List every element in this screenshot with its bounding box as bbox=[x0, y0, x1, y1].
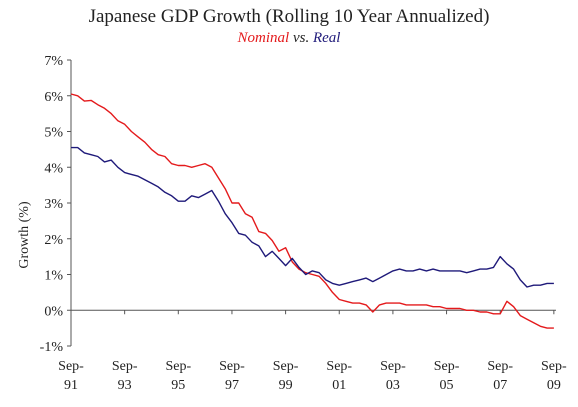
subtitle-vs: vs. bbox=[292, 30, 310, 46]
series-line-nominal bbox=[70, 93, 554, 329]
y-tick-label: 5% bbox=[44, 126, 63, 141]
y-tick-label: 6% bbox=[44, 90, 63, 105]
y-tick-label: 0% bbox=[44, 304, 63, 319]
x-tick-label: Sep-09 bbox=[541, 359, 567, 393]
y-axis: -1% 0% 1% 2% 3% 4% 5% 6% 7% bbox=[40, 54, 72, 355]
x-tick-label: Sep-05 bbox=[434, 359, 460, 393]
subtitle-nominal: Nominal bbox=[237, 30, 290, 46]
chart-title: Japanese GDP Growth (Rolling 10 Year Ann… bbox=[88, 6, 490, 27]
x-tick-label: Sep-93 bbox=[112, 359, 138, 393]
y-tick-label: 3% bbox=[44, 197, 63, 212]
y-tick-label: 4% bbox=[44, 161, 63, 176]
y-axis-title: Growth (%) bbox=[17, 201, 32, 269]
series-line-real bbox=[71, 146, 554, 288]
x-tick-label: Sep-01 bbox=[326, 359, 352, 393]
x-tick-label: Sep-95 bbox=[165, 359, 191, 393]
y-tick-label: 7% bbox=[44, 54, 63, 69]
y-tick-label: -1% bbox=[40, 340, 64, 355]
y-tick-label: 1% bbox=[44, 269, 63, 284]
series-layer bbox=[70, 93, 554, 329]
x-axis: Sep-91 Sep-93 Sep-95 Sep-97 Sep-99 Sep-01 Sep-… bbox=[58, 309, 567, 393]
x-tick-label: Sep-97 bbox=[219, 359, 245, 393]
x-tick-label: Sep-99 bbox=[273, 359, 299, 393]
x-tick-label: Sep-03 bbox=[380, 359, 406, 393]
x-tick-label: Sep-91 bbox=[58, 359, 84, 393]
subtitle-real: Real bbox=[312, 30, 341, 46]
y-tick-label: 2% bbox=[44, 233, 63, 248]
x-tick-label: Sep-07 bbox=[487, 359, 513, 393]
chart-subtitle: Nominal vs. Real bbox=[0, 30, 578, 47]
